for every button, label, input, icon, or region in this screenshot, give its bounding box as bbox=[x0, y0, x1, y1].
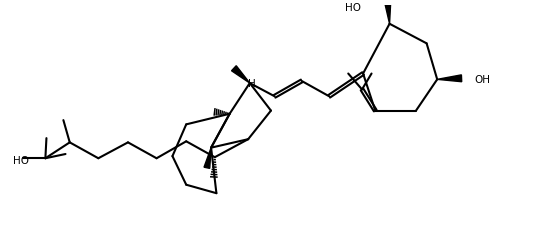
Text: HO: HO bbox=[14, 156, 29, 166]
Text: HO: HO bbox=[345, 3, 361, 13]
Polygon shape bbox=[204, 148, 211, 168]
Polygon shape bbox=[437, 75, 462, 82]
Polygon shape bbox=[232, 66, 250, 83]
Text: H: H bbox=[249, 79, 256, 89]
Polygon shape bbox=[384, 0, 391, 24]
Text: OH: OH bbox=[474, 75, 490, 85]
